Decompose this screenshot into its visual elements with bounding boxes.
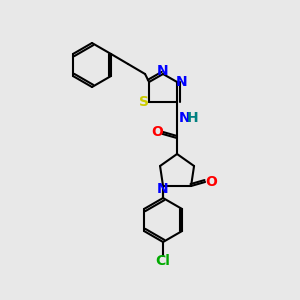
Text: N: N [179, 111, 191, 125]
Text: N: N [157, 182, 169, 196]
Text: N: N [157, 64, 169, 78]
Text: O: O [205, 175, 217, 189]
Text: O: O [151, 125, 163, 139]
Text: N: N [176, 75, 188, 89]
Text: S: S [139, 95, 149, 109]
Text: H: H [187, 111, 199, 125]
Text: Cl: Cl [156, 254, 170, 268]
